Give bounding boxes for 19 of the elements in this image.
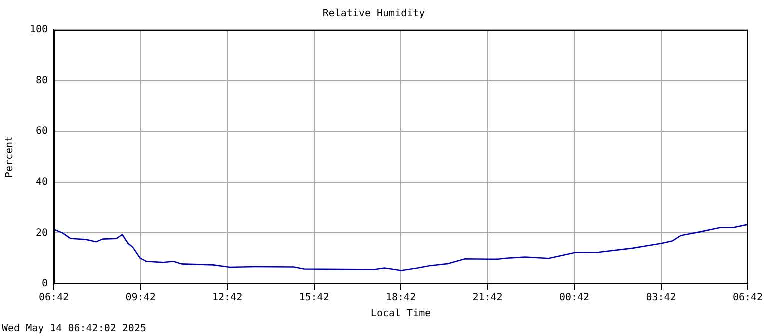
x-axis-title: Local Time	[370, 308, 432, 320]
x-tick-label: 15:42	[299, 292, 330, 304]
y-tick-label: 60	[36, 126, 48, 138]
y-tick-label: 20	[36, 228, 48, 239]
y-tick-label: 100	[30, 24, 48, 36]
x-tick-label: 21:42	[472, 292, 503, 304]
text: Wed May 14 06:42:02 2025	[2, 324, 146, 335]
y-axis-title: Percent	[4, 136, 16, 178]
x-tick-label: 00:42	[559, 292, 590, 304]
y-tick-label: 80	[36, 75, 48, 86]
y-tick-label: 40	[36, 176, 48, 188]
chart-title: Relative Humidity	[322, 8, 426, 20]
x-tick-label: 06:42	[732, 292, 764, 304]
x-tick-label: 09:42	[126, 292, 156, 304]
x-tick-label: 12:42	[212, 292, 243, 304]
y-tick-label: 0	[42, 278, 48, 290]
x-tick-label: 18:42	[386, 292, 416, 304]
x-tick-label: 03:42	[646, 292, 676, 304]
x-tick-label: 06:42	[39, 292, 70, 304]
